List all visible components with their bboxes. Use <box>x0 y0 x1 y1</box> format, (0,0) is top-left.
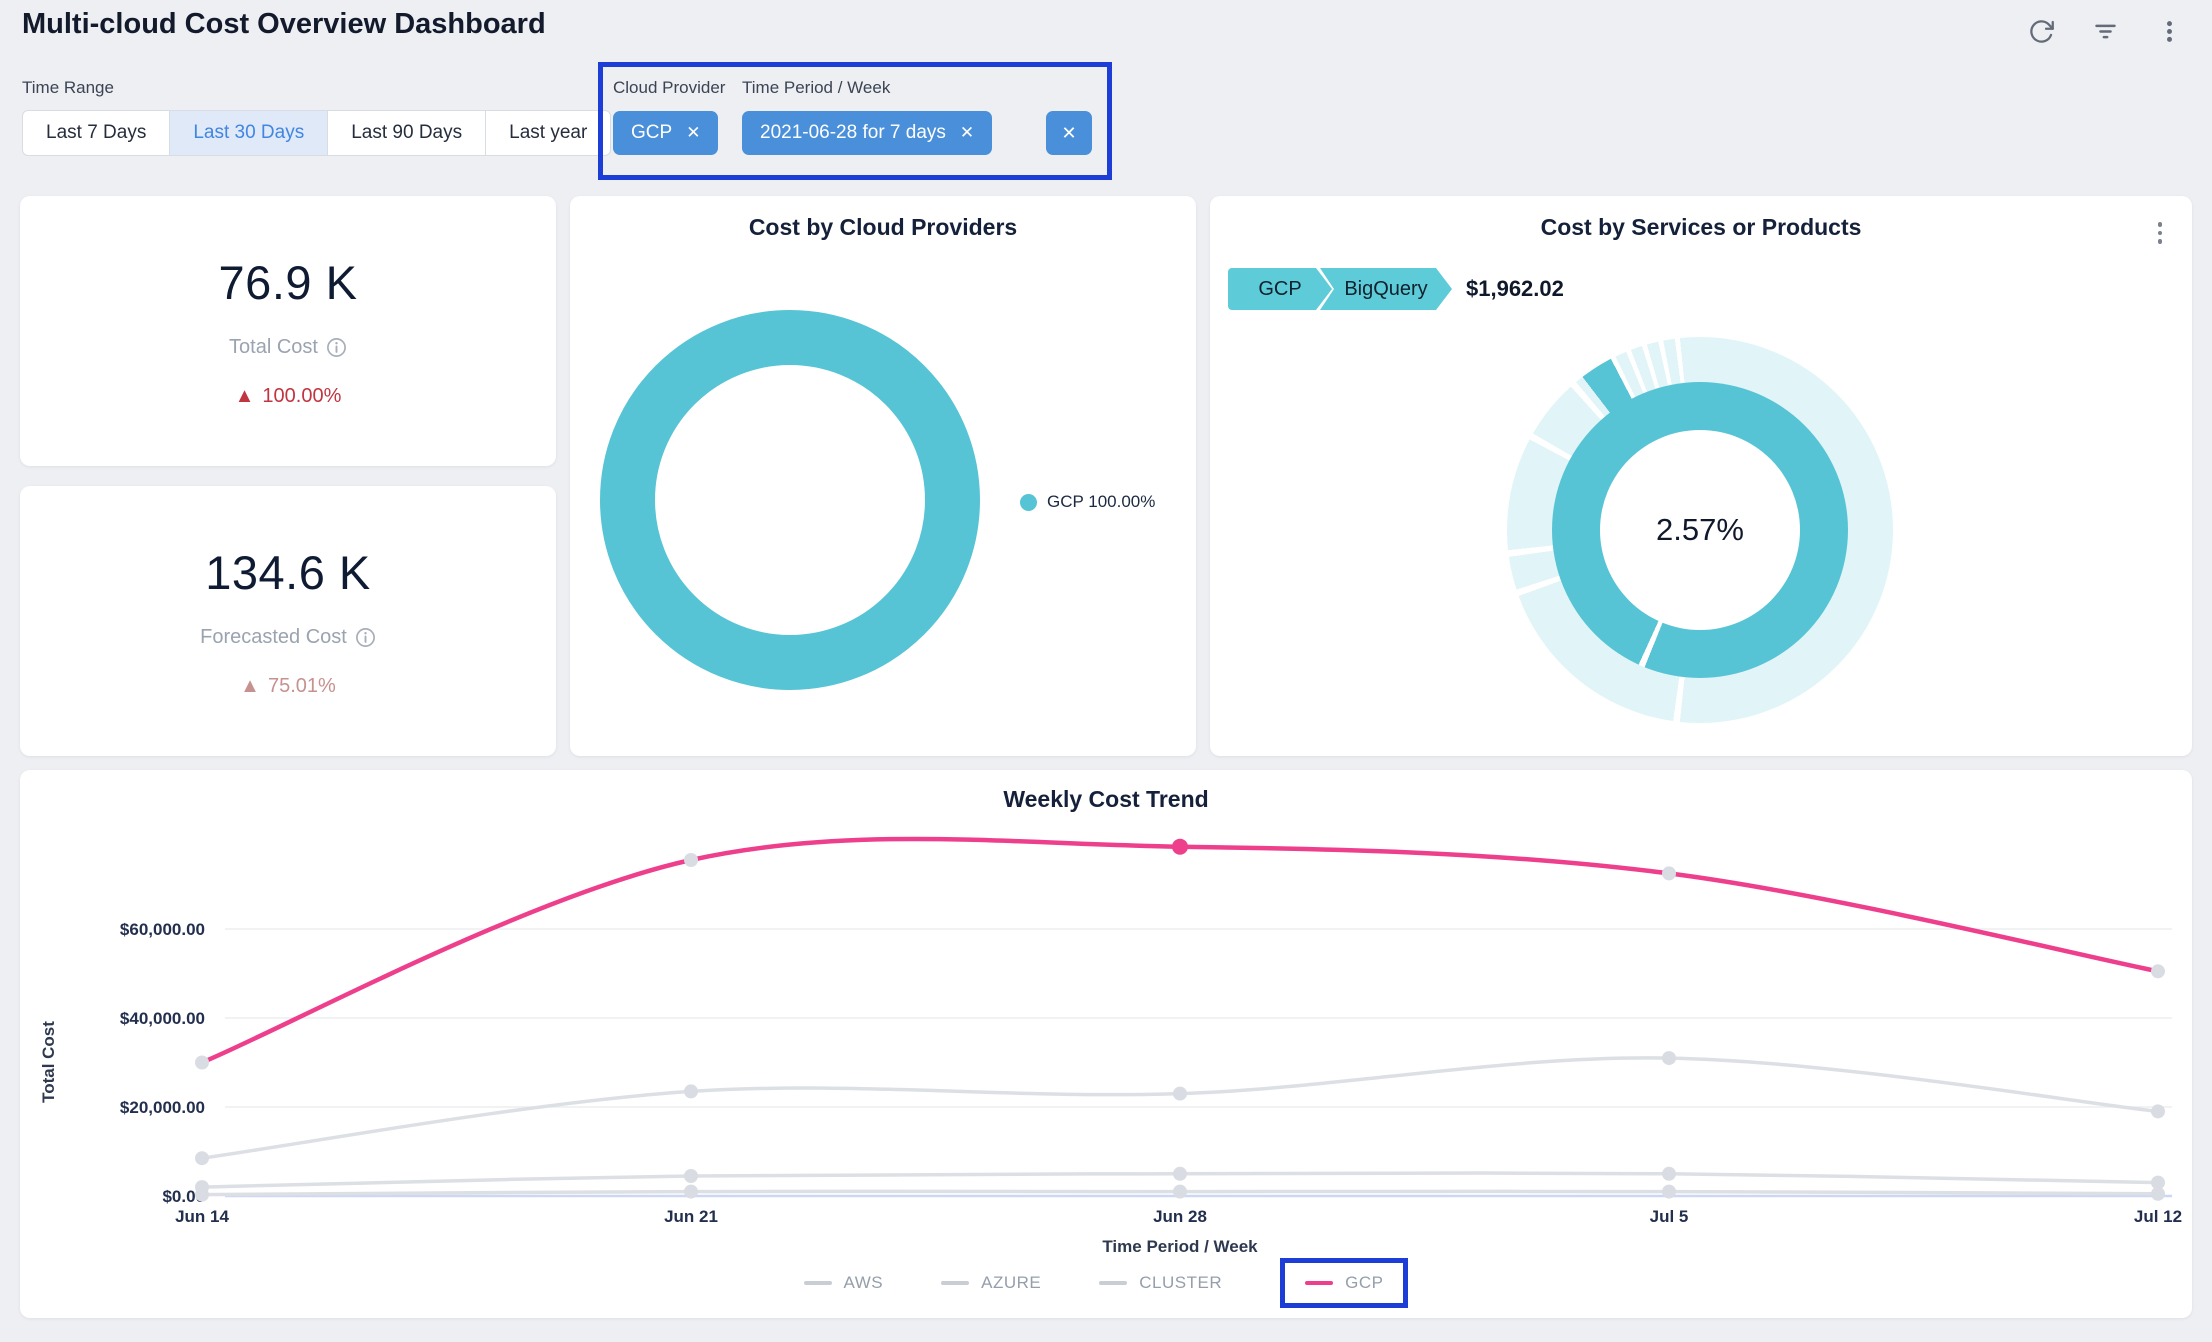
time-range-last-90-days[interactable]: Last 90 Days <box>327 110 487 156</box>
svg-text:Jun 28: Jun 28 <box>1153 1207 1207 1226</box>
time-period-label: Time Period / Week <box>742 78 891 97</box>
legend-item-cluster[interactable]: CLUSTER <box>1099 1273 1222 1293</box>
forecasted-cost-value: 134.6 K <box>205 545 371 599</box>
providers-donut-chart[interactable] <box>600 310 980 690</box>
gcp-line-swatch-icon <box>1305 1281 1334 1285</box>
cloud-provider-chip-close-icon[interactable]: ✕ <box>686 123 701 142</box>
svg-text:Time Period / Week: Time Period / Week <box>1102 1237 1258 1256</box>
svg-text:Jul 12: Jul 12 <box>2134 1207 2182 1226</box>
legend-label-gcp: GCP <box>1345 1273 1384 1292</box>
svg-text:$40,000.00: $40,000.00 <box>120 1009 205 1028</box>
legend-label-cluster: CLUSTER <box>1139 1273 1223 1292</box>
services-center-label: 2.57% <box>1656 512 1744 547</box>
svg-text:Jul 5: Jul 5 <box>1650 1207 1689 1226</box>
legend-item-aws[interactable]: AWS <box>803 1273 884 1293</box>
legend-label-azure: AZURE <box>981 1273 1042 1292</box>
providers-panel-title: Cost by Cloud Providers <box>748 214 1018 240</box>
breadcrumb-gcp[interactable]: GCP <box>1228 268 1332 310</box>
time-range-segmented-control: Last 7 Days Last 30 Days Last 90 Days La… <box>22 110 612 156</box>
svg-text:Jun 14: Jun 14 <box>175 1207 229 1226</box>
filter-icon[interactable] <box>2090 16 2120 46</box>
svg-text:$0.00: $0.00 <box>162 1187 205 1206</box>
svg-text:Total Cost: Total Cost <box>39 1021 58 1103</box>
breadcrumb-amount: $1,962.02 <box>1466 276 1564 301</box>
time-range-last-year[interactable]: Last year <box>485 110 612 156</box>
time-period-chip[interactable]: 2021-06-28 for 7 days ✕ <box>742 111 993 155</box>
delta-up-icon: ▲ <box>240 674 260 697</box>
gcp-legend-annotation-box: GCP <box>1280 1258 1409 1308</box>
cloud-provider-chip[interactable]: GCP ✕ <box>613 111 719 155</box>
cost-by-services-panel: Cost by Services or Products GCP BigQuer… <box>1210 196 2192 756</box>
legend-item-azure[interactable]: AZURE <box>941 1273 1041 1293</box>
azure-line-swatch-icon <box>941 1281 970 1285</box>
header-toolbar <box>2026 16 2184 46</box>
time-period-chip-value: 2021-06-28 for 7 days <box>760 122 946 143</box>
total-cost-value: 76.9 K <box>218 255 358 309</box>
total-cost-card: 76.9 K Total Cost ▲ 100.00% <box>20 196 556 466</box>
legend-item-gcp[interactable]: GCP <box>1305 1273 1383 1293</box>
trend-legend: AWS AZURE CLUSTER GCP <box>20 1258 2192 1308</box>
total-cost-delta: 100.00% <box>262 384 342 407</box>
forecasted-cost-card: 134.6 K Forecasted Cost ▲ 75.01% <box>20 486 556 756</box>
forecasted-cost-delta: 75.01% <box>267 674 336 697</box>
svg-text:$20,000.00: $20,000.00 <box>120 1098 205 1117</box>
total-cost-label: Total Cost <box>229 335 318 358</box>
cloud-provider-chip-value: GCP <box>631 122 673 143</box>
time-period-chip-close-icon[interactable]: ✕ <box>959 123 975 142</box>
services-panel-title: Cost by Services or Products <box>1540 214 1862 240</box>
services-center-value: 2.57% <box>1600 430 1800 630</box>
time-range-last-7-days[interactable]: Last 7 Days <box>22 110 171 156</box>
legend-label-aws: AWS <box>843 1273 884 1292</box>
delta-up-icon: ▲ <box>234 384 255 407</box>
forecasted-cost-label: Forecasted Cost <box>200 625 347 648</box>
svg-text:$60,000.00: $60,000.00 <box>120 920 205 939</box>
info-icon[interactable] <box>326 337 347 358</box>
clear-filters-button[interactable]: ✕ <box>1046 111 1092 155</box>
time-range-label: Time Range <box>22 78 114 97</box>
kebab-menu-icon[interactable] <box>2154 16 2184 46</box>
info-icon[interactable] <box>355 627 376 648</box>
weekly-cost-trend-panel: Weekly Cost Trend $0.00 $20,000.00 $40,000… <box>20 770 2192 1318</box>
gcp-legend-dot-icon <box>1020 493 1037 511</box>
breadcrumb-bigquery[interactable]: BigQuery <box>1320 268 1452 310</box>
refresh-icon[interactable] <box>2026 16 2056 46</box>
svg-text:Jun 21: Jun 21 <box>664 1207 718 1226</box>
cloud-provider-label: Cloud Provider <box>613 78 726 97</box>
weekly-trend-plot[interactable]: $0.00 $20,000.00 $40,000.00 $60,000.00 Jun 1… <box>20 770 2192 1318</box>
page-title: Multi-cloud Cost Overview Dashboard <box>22 8 546 40</box>
services-breadcrumb: GCP BigQuery $1,962.02 <box>1228 268 1564 310</box>
services-panel-kebab-icon[interactable] <box>2154 218 2167 248</box>
trend-title: Weekly Cost Trend <box>1003 786 1209 812</box>
cluster-line-swatch-icon <box>1099 1281 1128 1285</box>
providers-legend-label: GCP 100.00% <box>1047 492 1156 511</box>
cost-by-cloud-providers-panel: Cost by Cloud Providers GCP 100.00% <box>570 196 1196 756</box>
aws-line-swatch-icon <box>803 1281 832 1285</box>
time-range-last-30-days[interactable]: Last 30 Days <box>169 110 329 156</box>
providers-legend-item: GCP 100.00% <box>1020 492 1155 512</box>
